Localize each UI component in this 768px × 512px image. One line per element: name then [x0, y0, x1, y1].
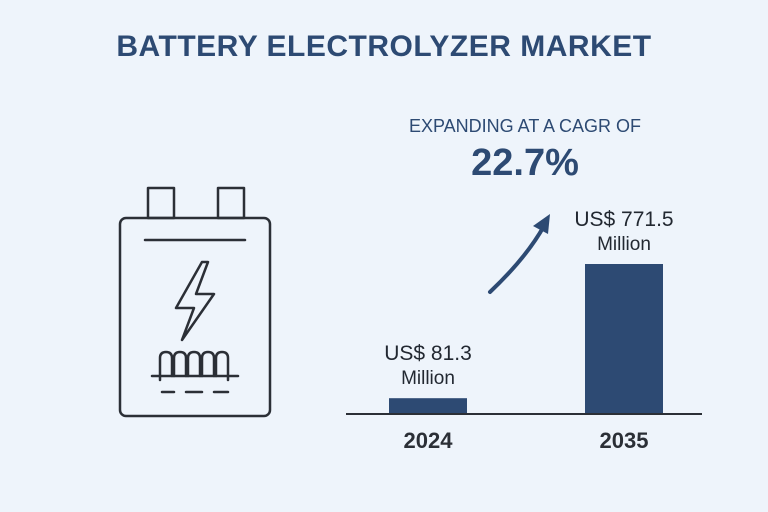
- bar-2035: [585, 264, 663, 414]
- lightning-bolt-icon: [174, 260, 216, 342]
- data-label: Million: [597, 234, 651, 255]
- cagr-label: EXPANDING AT A CAGR OF: [408, 116, 642, 136]
- bar-2024: [389, 398, 467, 414]
- data-label: Million: [401, 368, 455, 389]
- trend-arrow-up-icon: [488, 214, 550, 294]
- battery-icon: [118, 186, 272, 418]
- data-label: US$ 771.5: [574, 208, 673, 231]
- x-tick-label: 2035: [600, 428, 649, 453]
- x-tick-label: 2024: [404, 428, 454, 453]
- cagr-value: 22.7%: [471, 142, 579, 184]
- bar-chart: 2024 Million US$ 81.3 2035 Million US$ 771.5: [346, 208, 702, 453]
- page-title: BATTERY ELECTROLYZER MARKET: [116, 30, 652, 63]
- data-label: US$ 81.3: [384, 342, 472, 365]
